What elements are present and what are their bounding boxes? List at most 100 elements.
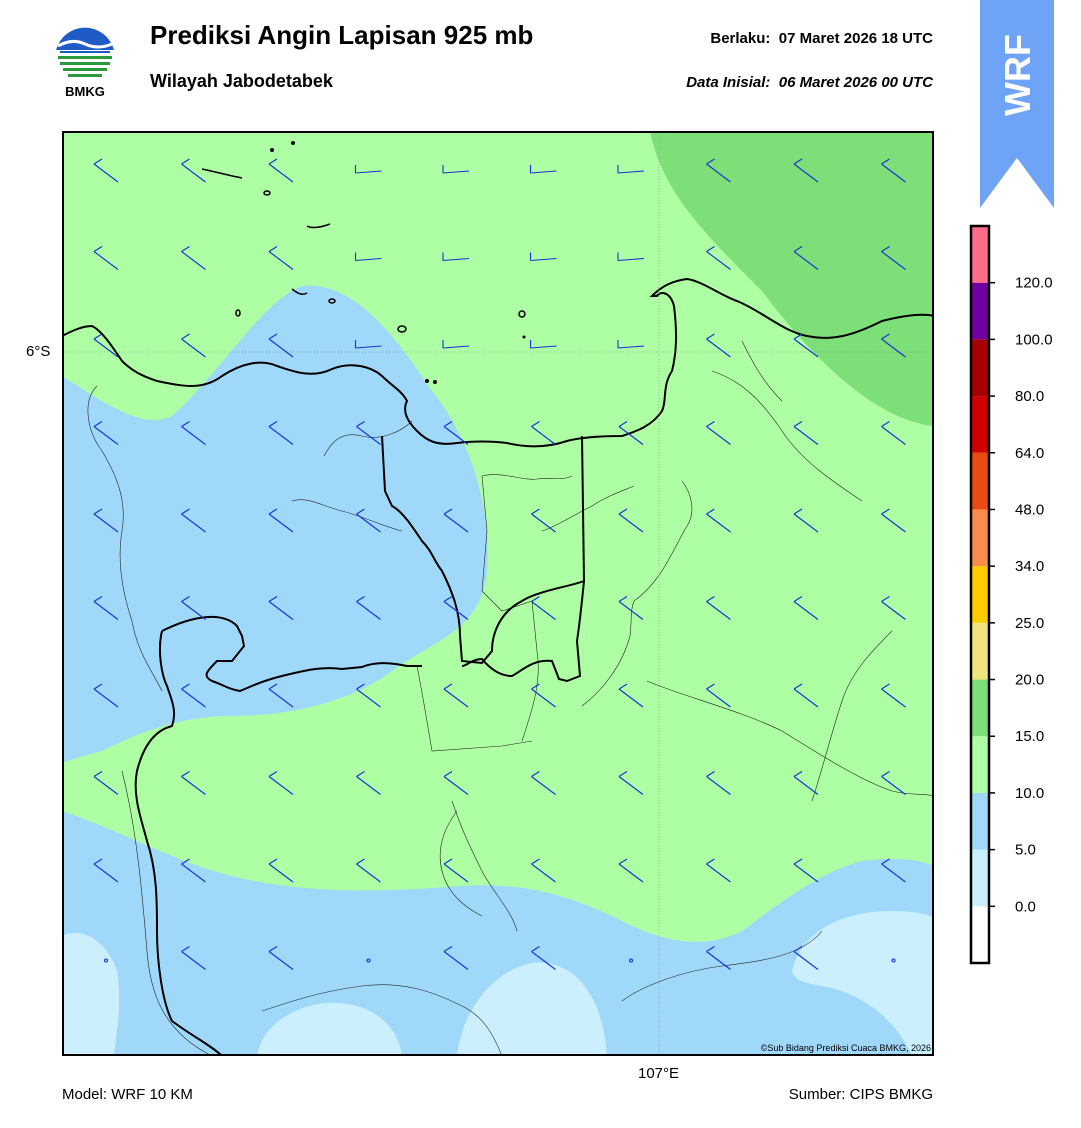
wind-barb: [181, 596, 206, 620]
wind-barb: [618, 421, 644, 445]
wind-barb: [529, 165, 557, 174]
colorbar-label: 15.0: [1015, 728, 1044, 745]
wind-barb: [443, 771, 469, 795]
colorbar-segment: [971, 679, 989, 737]
wind-barb: [181, 771, 206, 795]
coastline: [62, 277, 934, 1056]
valid-label: Berlaku:: [710, 30, 771, 47]
wind-barb: [93, 333, 119, 358]
wind-barb: [881, 158, 906, 183]
wind-barb: [706, 683, 731, 708]
wind-barb: [93, 158, 119, 183]
wind-barb: [181, 421, 206, 445]
wind-barb: [443, 858, 469, 883]
colorbar-label: 34.0: [1015, 558, 1044, 575]
wind-barb: [706, 246, 731, 270]
speed-region-0-5-d: [792, 911, 934, 1056]
wind-barb: [531, 771, 556, 795]
wind-barb: [531, 683, 556, 708]
island-dots: [270, 141, 526, 384]
wind-barb: [93, 858, 119, 883]
wind-barb: [268, 421, 294, 445]
copyright-text: ©Sub Bidang Prediksi Cuaca BMKG, 2026: [760, 1043, 931, 1053]
wind-barbs: [93, 158, 906, 970]
colorbar-segment: [971, 622, 989, 680]
wind-barb: [531, 596, 556, 620]
wind-barb: [793, 596, 819, 620]
bmkg-logo: [54, 23, 116, 85]
colorbar-segment: [971, 792, 989, 850]
wrf-badge: WRF: [980, 0, 1054, 208]
gridlines: [62, 131, 934, 1056]
wind-barb: [881, 508, 906, 533]
wind-barb: [793, 421, 819, 445]
calm-marker: [891, 958, 896, 963]
wind-barb: [618, 771, 644, 795]
wind-barb: [793, 946, 819, 970]
wind-barb: [793, 508, 819, 533]
colorbar-segment: [971, 339, 989, 397]
wind-barb: [617, 340, 645, 349]
wind-barb: [881, 771, 906, 795]
wind-barb: [706, 158, 731, 183]
wind-barb: [181, 333, 206, 358]
wind-barb: [793, 158, 819, 183]
colorbar-segment: [971, 282, 989, 340]
wind-barb: [531, 946, 556, 970]
calm-marker: [366, 958, 371, 963]
speed-region-0-5-b: [257, 1002, 402, 1056]
calm-marker: [103, 958, 109, 963]
wind-barb: [793, 683, 819, 708]
wind-barb: [93, 771, 119, 795]
wind-barb: [706, 421, 731, 445]
map-frame: [62, 131, 934, 1056]
colorbar-label: 80.0: [1015, 388, 1044, 405]
wind-barb: [442, 252, 470, 262]
wind-barb: [268, 858, 294, 883]
wind-barb: [93, 421, 119, 445]
colorbar: 0.0 5.0 10.0 15.0 20.0 25.0 34.0 48.0 64.0 80.0 10…: [969, 224, 1053, 965]
wind-barb: [356, 596, 381, 620]
colorbar-segment: [971, 452, 989, 510]
colorbar-segment: [971, 566, 989, 623]
wind-barb: [442, 165, 470, 174]
colorbar-segment: [971, 906, 989, 963]
wind-barb: [354, 165, 382, 174]
wind-barb: [442, 340, 470, 349]
colorbar-segment: [971, 736, 989, 793]
wind-barb: [356, 683, 381, 708]
wind-barb: [529, 252, 557, 262]
speed-region-5-10-south: [62, 811, 934, 1056]
source-label: Sumber: CIPS BMKG: [788, 1086, 933, 1103]
wind-barb: [93, 596, 119, 620]
colorbar-label: 10.0: [1015, 785, 1044, 802]
colorbar-segment: [971, 509, 989, 567]
wind-barb: [443, 596, 469, 620]
wind-barb: [531, 858, 556, 883]
colorbar-segment: [971, 849, 989, 907]
wind-barb: [93, 683, 119, 708]
wind-barb: [881, 596, 906, 620]
wrf-badge-text: WRF: [997, 34, 1038, 116]
wind-barb: [881, 683, 906, 708]
wind-barb: [618, 508, 644, 533]
wind-barb: [706, 858, 731, 883]
wind-barb: [617, 165, 645, 174]
wind-barb: [268, 333, 294, 358]
wind-barb: [356, 771, 381, 795]
map-title: Prediksi Angin Lapisan 925 mb: [150, 20, 534, 50]
wind-barb: [268, 771, 294, 795]
wind-barb: [268, 596, 294, 620]
init-label: Data Inisial:: [686, 74, 771, 91]
model-label: Model: WRF 10 KM: [62, 1086, 193, 1103]
colorbar-label: 64.0: [1015, 445, 1044, 462]
wind-barb: [706, 596, 731, 620]
wind-barb: [443, 683, 469, 708]
colorbar-label: 0.0: [1015, 898, 1036, 915]
wind-barb: [881, 858, 906, 883]
wind-barb: [881, 246, 906, 270]
wind-barb: [531, 508, 556, 533]
wind-barb: [354, 252, 382, 262]
init-value: 06 Maret 2026 00 UTC: [778, 74, 933, 91]
colorbar-label: 25.0: [1015, 615, 1044, 632]
